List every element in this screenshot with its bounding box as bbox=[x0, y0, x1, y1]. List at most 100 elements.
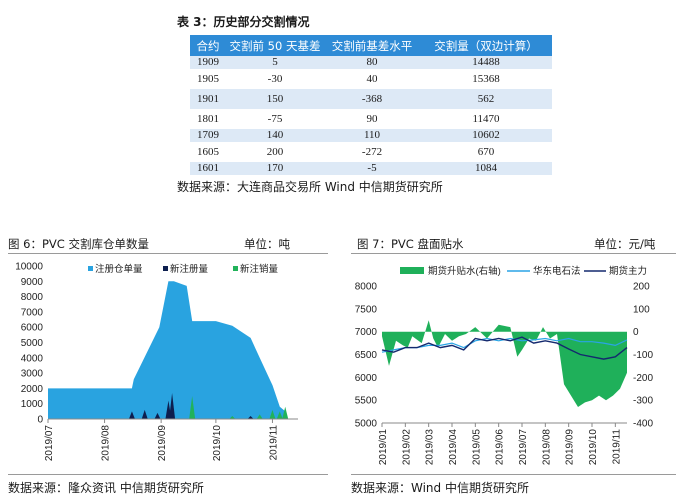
table-row: 1709 140 110 10602 bbox=[190, 129, 552, 142]
x-tick-label: 2019/04 bbox=[448, 429, 459, 466]
x-tick-label: 2019/01 bbox=[378, 429, 389, 466]
table-row: 1605 200 -272 670 bbox=[190, 142, 552, 162]
figure6-unit: 单位：吨 bbox=[244, 237, 290, 251]
table-cell: -75 bbox=[226, 109, 324, 129]
table-row: 1801 -75 90 11470 bbox=[190, 109, 552, 129]
table-cell: 1909 bbox=[190, 56, 226, 69]
table-cell: 150 bbox=[226, 89, 324, 109]
table-source: 数据来源：大连商品交易所 Wind 中信期货研究所 bbox=[177, 180, 443, 194]
y-left-tick-label: 5000 bbox=[355, 419, 378, 430]
series-spike-new-cancel bbox=[256, 414, 263, 419]
y-left-tick-label: 6500 bbox=[355, 350, 378, 361]
table-cell: 1084 bbox=[420, 162, 552, 175]
y-tick-label: 2000 bbox=[21, 384, 44, 395]
y-tick-label: 7000 bbox=[21, 307, 44, 318]
legend-label: 新注册量 bbox=[170, 263, 209, 275]
x-tick-label: 2019/09 bbox=[157, 425, 168, 462]
series-spike-new-register bbox=[169, 392, 176, 419]
x-tick-label: 2019/02 bbox=[401, 429, 412, 466]
y-left-tick-label: 8000 bbox=[355, 282, 378, 293]
table-cell: 40 bbox=[324, 69, 420, 89]
legend-swatch bbox=[400, 267, 424, 274]
series-area-warehouse-receipts bbox=[48, 281, 286, 419]
y-left-tick-label: 6000 bbox=[355, 373, 378, 384]
series-line-futures-main bbox=[381, 336, 628, 360]
x-tick-label: 2019/10 bbox=[588, 429, 599, 466]
y-tick-label: 8000 bbox=[21, 292, 44, 303]
delivery-history-table: 合约 交割前 50 天基差 交割前基差水平 交割量（双边计算） 1909 5 8… bbox=[190, 35, 552, 175]
table-cell: 1601 bbox=[190, 162, 226, 175]
y-tick-label: 5000 bbox=[21, 338, 44, 349]
x-tick-label: 2019/03 bbox=[425, 429, 436, 466]
y-right-tick-label: -100 bbox=[633, 350, 653, 361]
table-cell: 670 bbox=[420, 142, 552, 162]
header-basis-level: 交割前基差水平 bbox=[324, 35, 420, 56]
figure6-source: 数据来源：隆众资讯 中信期货研究所 bbox=[8, 481, 204, 495]
legend-label: 新注销量 bbox=[240, 263, 279, 275]
legend-swatch bbox=[88, 266, 93, 271]
series-spike-new-register bbox=[128, 411, 135, 419]
table-cell: 1905 bbox=[190, 69, 226, 89]
y-right-tick-label: -300 bbox=[633, 396, 653, 407]
legend-swatch bbox=[233, 266, 238, 271]
table-cell: 200 bbox=[226, 142, 324, 162]
legend-swatch bbox=[163, 266, 168, 271]
table-cell: 1801 bbox=[190, 109, 226, 129]
x-tick-label: 2019/08 bbox=[101, 425, 112, 462]
table-row: 1909 5 80 14488 bbox=[190, 56, 552, 69]
header-contract: 合约 bbox=[190, 35, 226, 56]
table-cell: 10602 bbox=[420, 129, 552, 142]
legend-label: 注册仓单量 bbox=[95, 263, 143, 275]
y-right-tick-label: 0 bbox=[633, 327, 639, 338]
table-row: 1905 -30 40 15368 bbox=[190, 69, 552, 89]
y-right-tick-label: 100 bbox=[633, 304, 650, 315]
futures-spread-chart: 5000 5500 6000 6500 7000 7500 8000 -400 -300 -200… bbox=[355, 265, 654, 466]
x-tick-label: 2019/07 bbox=[44, 425, 55, 462]
legend-label: 华东电石法 bbox=[533, 265, 581, 277]
legend-label: 期货升贴水(右轴) bbox=[428, 265, 501, 277]
table-title: 表 3：历史部分交割情况 bbox=[177, 15, 310, 29]
figure7-title: 图 7：PVC 盘面贴水 bbox=[357, 237, 464, 251]
y-tick-label: 6000 bbox=[21, 323, 44, 334]
series-spike-new-register bbox=[247, 415, 254, 419]
y-left-tick-label: 7000 bbox=[355, 327, 378, 338]
table-cell: 1901 bbox=[190, 89, 226, 109]
series-area-spread bbox=[382, 320, 627, 407]
table-cell: 90 bbox=[324, 109, 420, 129]
table-header-row: 合约 交割前 50 天基差 交割前基差水平 交割量（双边计算） bbox=[190, 35, 552, 56]
header-delivery-volume: 交割量（双边计算） bbox=[420, 35, 552, 56]
table-cell: -5 bbox=[324, 162, 420, 175]
x-tick-label: 2019/10 bbox=[212, 425, 223, 462]
table-cell: 80 bbox=[324, 56, 420, 69]
table-cell: 11470 bbox=[420, 109, 552, 129]
table-row: 1901 150 -368 562 bbox=[190, 89, 552, 109]
x-tick-label: 2019/07 bbox=[518, 429, 529, 466]
table-cell: 5 bbox=[226, 56, 324, 69]
table-cell: 1709 bbox=[190, 129, 226, 142]
x-tick-label: 2019/08 bbox=[541, 429, 552, 466]
table-cell: 14488 bbox=[420, 56, 552, 69]
table-cell: 170 bbox=[226, 162, 324, 175]
series-spike-new-cancel bbox=[276, 411, 283, 419]
y-tick-label: 0 bbox=[37, 415, 43, 426]
series-spike-new-cancel bbox=[189, 396, 196, 419]
y-tick-label: 3000 bbox=[21, 369, 44, 380]
legend-label: 期货主力 bbox=[609, 265, 647, 277]
x-tick-label: 2019/06 bbox=[495, 429, 506, 466]
series-spike-new-cancel bbox=[282, 406, 289, 419]
table-cell: -30 bbox=[226, 69, 324, 89]
y-tick-label: 4000 bbox=[21, 353, 44, 364]
y-tick-label: 1000 bbox=[21, 399, 44, 410]
header-basis-50d: 交割前 50 天基差 bbox=[226, 35, 324, 56]
series-spike-new-cancel bbox=[229, 415, 236, 419]
x-tick-label: 2019/09 bbox=[565, 429, 576, 466]
series-spike-new-register bbox=[154, 412, 161, 419]
figure6-title: 图 6：PVC 交割库仓单数量 bbox=[8, 237, 149, 251]
y-right-tick-label: 200 bbox=[633, 282, 650, 293]
figure6-bottom-rule bbox=[8, 474, 328, 475]
series-spike-new-cancel bbox=[269, 409, 276, 419]
table-cell: -368 bbox=[324, 89, 420, 109]
y-tick-label: 9000 bbox=[21, 277, 44, 288]
figure7-unit: 单位：元/吨 bbox=[594, 237, 656, 251]
figure6-rule bbox=[8, 253, 328, 254]
